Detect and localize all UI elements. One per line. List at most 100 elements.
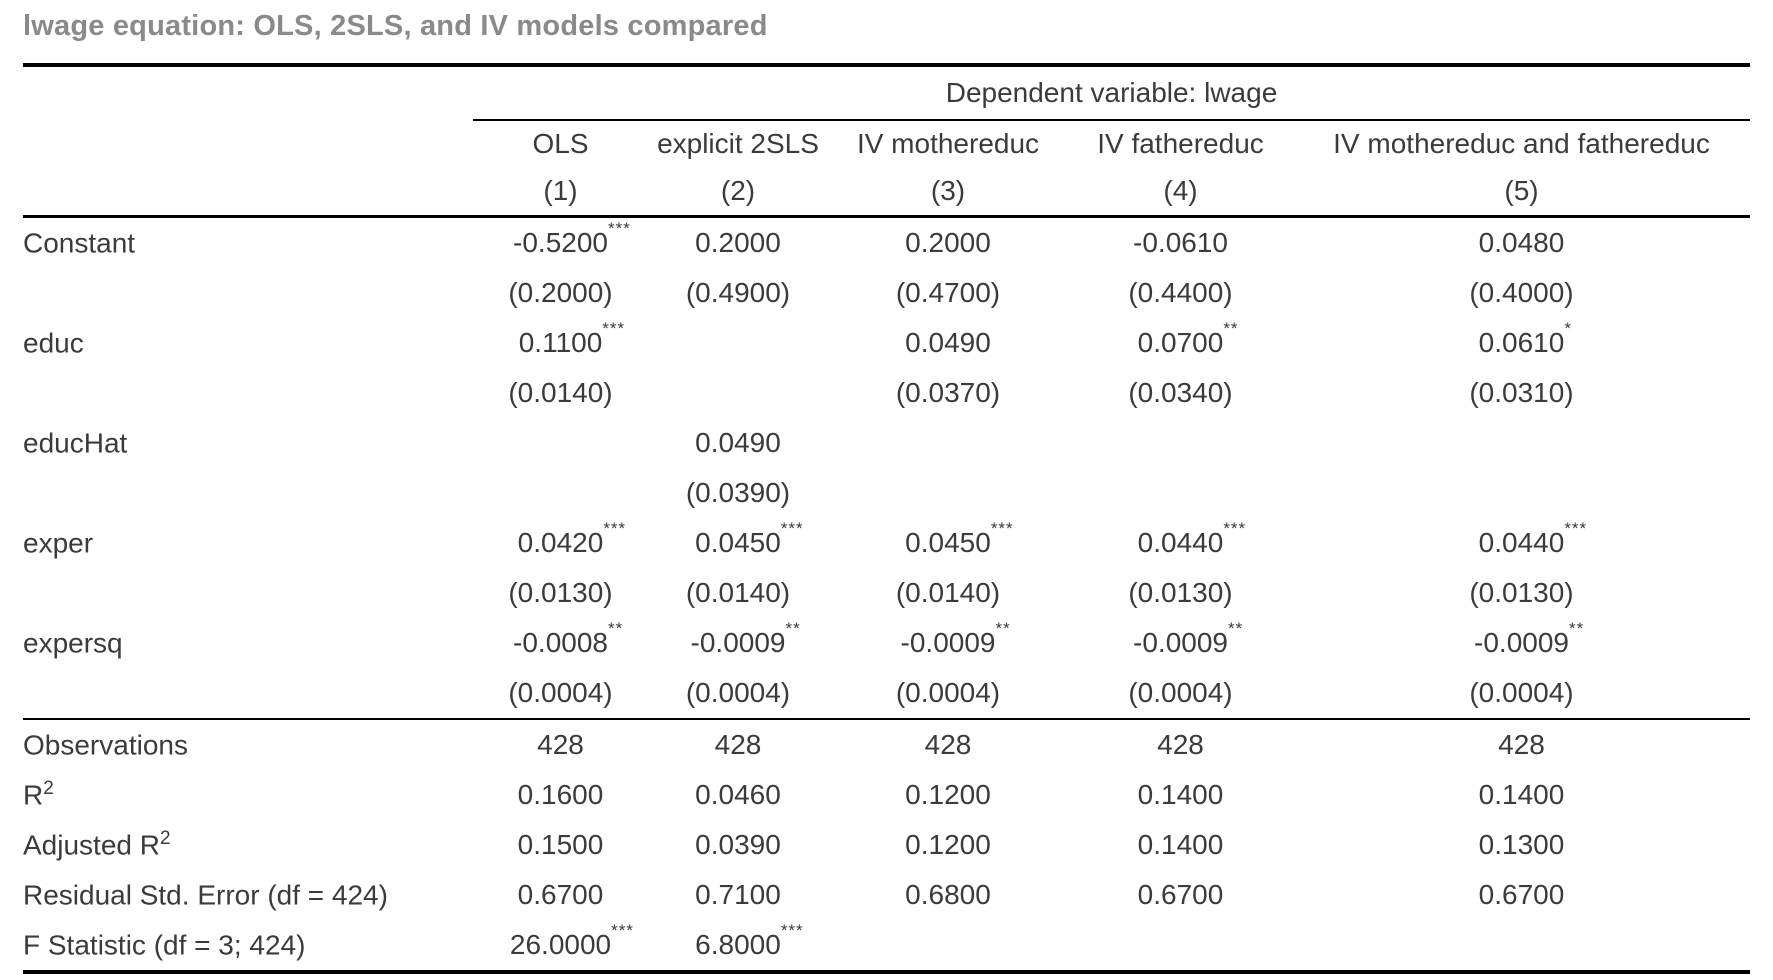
value-cell-col5: 0.1400	[1293, 770, 1750, 820]
row-label: Residual Std. Error (df = 424)	[23, 879, 388, 911]
cell-value: 0.1400	[1137, 829, 1224, 860]
significance-stars: ***	[780, 519, 804, 538]
corner-empty-cell	[23, 63, 473, 120]
table-row: (0.0130) (0.0140) (0.0140) (0.0130) (0.0…	[23, 568, 1750, 618]
table-row: Constant -0.5200 *** 0.2000 0.2000 -0.061…	[23, 217, 1750, 269]
model-names-row: OLS explicit 2SLS IV mothereduc IV fathe…	[23, 120, 1750, 167]
cell-value: (0.0130)	[1128, 577, 1233, 608]
table-row: exper 0.0420 *** 0.0450 *** 0.0450 *** 0.04…	[23, 518, 1750, 568]
cell-value: 428	[714, 729, 762, 760]
value-cell-col5: 428	[1293, 718, 1750, 770]
value-cell-col1: 0.1500	[473, 820, 648, 870]
cell-value: -0.0009	[1133, 627, 1228, 658]
value-cell-col2: (0.0140)	[648, 568, 828, 618]
cell-value: 0.0460	[695, 779, 781, 810]
value-cell-col1: -0.0008 **	[473, 618, 648, 668]
value-cell-col3	[828, 468, 1068, 518]
row-label: F Statistic (df = 3; 424)	[23, 929, 306, 961]
significance-stars: *	[1564, 319, 1572, 338]
significance-stars: ***	[990, 519, 1014, 538]
value-cell-col5	[1293, 418, 1750, 468]
cell-value: 0.1200	[905, 779, 991, 810]
empty-label-cell	[23, 120, 473, 167]
value-cell-col1: (0.0004)	[473, 668, 648, 719]
cell-value: (0.0130)	[508, 577, 613, 608]
value-cell-col2: 0.0460	[648, 770, 828, 820]
row-label: R	[23, 779, 44, 811]
value-cell-col5	[1293, 920, 1750, 974]
value-cell-col2: (0.0004)	[648, 668, 828, 719]
cell-value: (0.0340)	[1128, 377, 1233, 408]
cell-value: 0.7100	[695, 879, 781, 910]
model-name-cell: explicit 2SLS	[648, 120, 828, 167]
model-name-explicit-2sls: explicit 2SLS	[657, 128, 819, 159]
value-cell-col4	[1068, 468, 1293, 518]
cell-value: 0.0420	[517, 527, 604, 558]
value-cell-col4: -0.0610	[1068, 217, 1293, 269]
cell-value: 0.0440	[1478, 527, 1565, 558]
value-cell-col1: 0.0420 ***	[473, 518, 648, 568]
value-cell-col4	[1068, 920, 1293, 974]
cell-value: (0.0004)	[895, 677, 1001, 708]
significance-stars: **	[1223, 319, 1239, 338]
row-label-superscript: 2	[43, 778, 54, 800]
value-cell-col3: 0.1200	[828, 770, 1068, 820]
value-cell-col2	[648, 318, 828, 368]
column-number-cell: (3)	[828, 167, 1068, 218]
table-header: Dependent variable: lwage OLS explicit 2…	[23, 63, 1750, 218]
cell-value: (0.0370)	[895, 377, 1001, 408]
table-title: lwage equation: OLS, 2SLS, and IV models…	[23, 10, 768, 42]
significance-stars: ***	[1223, 519, 1247, 538]
cell-value: (0.0004)	[685, 677, 791, 708]
value-cell-col5: (0.4000)	[1293, 268, 1750, 318]
row-label-cell: Constant	[23, 217, 473, 269]
value-cell-col2: 0.2000	[648, 217, 828, 269]
cell-value: 0.1100	[518, 327, 603, 358]
row-label-cell: F Statistic (df = 3; 424)	[23, 920, 473, 974]
value-cell-col1: (0.0130)	[473, 568, 648, 618]
value-cell-col2: -0.0009 **	[648, 618, 828, 668]
value-cell-col4: 0.1400	[1068, 820, 1293, 870]
cell-value: 0.0700	[1137, 327, 1224, 358]
row-label-cell: exper	[23, 518, 473, 568]
row-label-cell	[23, 668, 473, 719]
value-cell-col1: 0.1600	[473, 770, 648, 820]
value-cell-col2	[648, 368, 828, 418]
cell-value: 428	[1157, 729, 1204, 760]
row-label-cell	[23, 468, 473, 518]
cell-value: 0.0480	[1478, 227, 1565, 258]
value-cell-col5: (0.0004)	[1293, 668, 1750, 719]
model-name-cell: IV fathereduc	[1068, 120, 1293, 167]
model-name-cell: IV mothereduc	[828, 120, 1068, 167]
cell-value: -0.0009	[690, 627, 786, 658]
model-name-iv-mothereduc: IV mothereduc	[856, 128, 1040, 159]
cell-value: -0.0009	[900, 627, 996, 658]
significance-stars: **	[1568, 619, 1585, 638]
value-cell-col5: 0.1300	[1293, 820, 1750, 870]
table-row: (0.2000) (0.4900) (0.4700) (0.4400) (0.4…	[23, 268, 1750, 318]
value-cell-col3: 0.2000	[828, 217, 1068, 269]
cell-value: 0.2000	[905, 227, 991, 258]
column-number-cell: (4)	[1068, 167, 1293, 218]
table-row: Observations 428 428 428 428 428	[23, 718, 1750, 770]
row-label: Observations	[23, 729, 188, 761]
significance-stars: ***	[611, 921, 634, 940]
value-cell-col3: (0.0370)	[828, 368, 1068, 418]
cell-value: (0.2000)	[508, 277, 613, 308]
value-cell-col3: (0.0004)	[828, 668, 1068, 719]
cell-value: 0.1300	[1478, 829, 1565, 860]
value-cell-col3	[828, 920, 1068, 974]
value-cell-col1: -0.5200 ***	[473, 217, 648, 269]
value-cell-col1: (0.0140)	[473, 368, 648, 418]
value-cell-col4: (0.0004)	[1068, 668, 1293, 719]
cell-value: 0.0450	[695, 527, 781, 558]
model-name-iv-fathereduc: IV fathereduc	[1097, 128, 1264, 159]
cell-value: -0.0610	[1133, 227, 1228, 258]
cell-value: 0.0440	[1137, 527, 1224, 558]
value-cell-col2: 6.8000 ***	[648, 920, 828, 974]
cell-value: (0.0310)	[1469, 377, 1574, 408]
value-cell-col3: (0.0140)	[828, 568, 1068, 618]
cell-value: (0.0140)	[685, 577, 791, 608]
cell-value: 0.0610	[1478, 327, 1565, 358]
value-cell-col4: 428	[1068, 718, 1293, 770]
